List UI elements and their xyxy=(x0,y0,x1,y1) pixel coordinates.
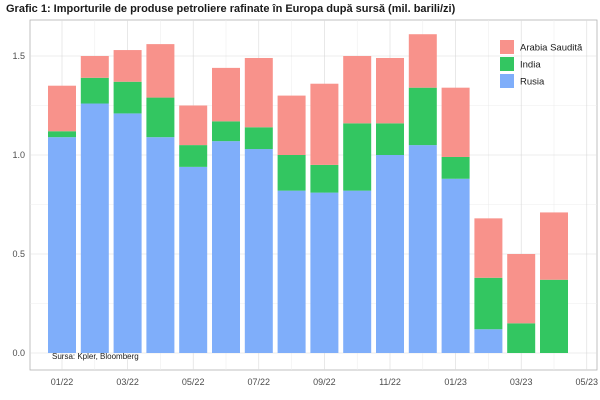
bar-india xyxy=(310,164,339,193)
bar-arabia-saudit- xyxy=(376,57,404,124)
x-tick-label: 01/23 xyxy=(444,377,467,387)
legend: Arabia Saudită India Rusia xyxy=(500,40,583,88)
bar-india xyxy=(277,155,306,191)
bar-rusia xyxy=(113,113,142,353)
bar-rusia xyxy=(48,137,76,353)
bar-india xyxy=(113,81,142,114)
bar-india xyxy=(48,131,76,138)
bar-rusia xyxy=(277,190,306,353)
bar-arabia-saudit- xyxy=(244,57,273,128)
bar-arabia-saudit- xyxy=(343,56,372,124)
legend-label-rusia: Rusia xyxy=(520,77,545,88)
legend-label-arabia-saudit-: Arabia Saudită xyxy=(520,43,583,54)
bar-india xyxy=(80,77,109,104)
bar-rusia xyxy=(408,145,437,353)
y-tick-label: 1.5 xyxy=(12,51,25,61)
x-tick-label: 07/22 xyxy=(248,377,271,387)
bar-arabia-saudit- xyxy=(474,218,503,278)
bar-arabia-saudit- xyxy=(113,50,142,82)
bar-arabia-saudit- xyxy=(277,95,306,155)
bar-arabia-saudit- xyxy=(80,56,109,78)
bar-india xyxy=(179,145,208,167)
x-tick-label: 05/22 xyxy=(182,377,205,387)
chart-title: Grafic 1: Importurile de produse petroli… xyxy=(6,3,456,15)
bar-india xyxy=(376,123,404,155)
bars xyxy=(48,34,568,354)
bar-india xyxy=(146,97,175,138)
bar-rusia xyxy=(441,178,470,353)
bar-arabia-saudit- xyxy=(310,83,339,165)
bar-rusia xyxy=(80,103,109,354)
x-axis: 01/22 03/22 05/22 07/22 09/22 11/22 01/23 03/23… xyxy=(51,377,598,387)
x-tick-label: 01/22 xyxy=(51,377,74,387)
bar-india xyxy=(441,156,470,179)
bar-arabia-saudit- xyxy=(48,85,76,132)
bar-rusia xyxy=(212,141,240,353)
bar-rusia xyxy=(179,166,208,353)
bar-rusia xyxy=(310,192,339,353)
bar-rusia xyxy=(244,149,273,353)
legend-key-india xyxy=(500,57,514,71)
bar-rusia xyxy=(146,137,175,353)
legend-key-arabia-saudit- xyxy=(500,40,514,54)
bar-india xyxy=(343,123,372,191)
bar-arabia-saudit- xyxy=(408,34,437,88)
bar-india xyxy=(540,279,568,353)
legend-key-rusia xyxy=(500,74,514,88)
bar-arabia-saudit- xyxy=(507,254,536,324)
y-tick-label: 0.5 xyxy=(12,249,25,259)
y-tick-label: 1.0 xyxy=(12,150,25,160)
bar-india xyxy=(244,127,273,150)
bar-rusia xyxy=(343,190,372,353)
bar-india xyxy=(212,121,240,142)
bar-rusia xyxy=(376,155,404,353)
bar-arabia-saudit- xyxy=(179,105,208,146)
source-note: Sursa: Kpler, Bloomberg xyxy=(52,352,139,361)
y-axis: 0.0 0.5 1.0 1.5 xyxy=(12,51,25,358)
bar-rusia xyxy=(474,329,503,353)
bar-arabia-saudit- xyxy=(540,212,568,280)
x-tick-label: 03/23 xyxy=(510,377,533,387)
y-tick-label: 0.0 xyxy=(12,348,25,358)
bar-arabia-saudit- xyxy=(212,67,240,122)
bar-india xyxy=(474,277,503,330)
bar-arabia-saudit- xyxy=(146,44,175,98)
bar-india xyxy=(408,87,437,146)
bar-arabia-saudit- xyxy=(441,87,470,157)
legend-label-india: India xyxy=(520,60,541,71)
x-tick-label: 09/22 xyxy=(313,377,336,387)
x-tick-label: 03/22 xyxy=(116,377,139,387)
x-tick-label: 11/22 xyxy=(379,377,401,387)
bar-india xyxy=(507,323,536,353)
x-tick-label: 05/23 xyxy=(576,377,599,387)
